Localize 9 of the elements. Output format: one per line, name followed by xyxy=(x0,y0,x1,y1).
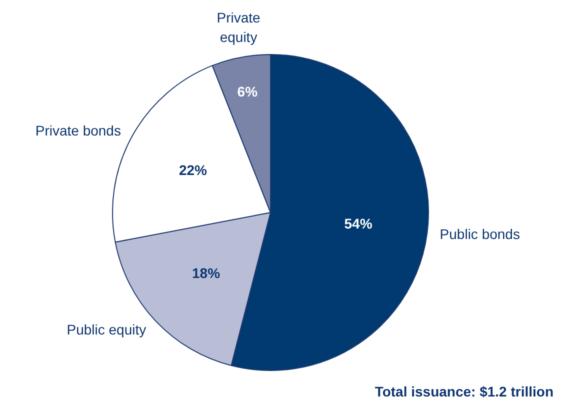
data-label: 54% xyxy=(344,216,373,232)
slice-label: Public equity xyxy=(66,321,146,338)
slice-label: Private equity xyxy=(216,10,261,45)
slice-label: Public bonds xyxy=(440,226,520,242)
data-label: 22% xyxy=(178,162,208,178)
data-label: 6% xyxy=(237,83,258,100)
slice-label: Private bonds xyxy=(35,122,121,138)
data-label: 18% xyxy=(192,265,221,282)
text: Total issuance: $1.2 trillion xyxy=(374,384,554,400)
